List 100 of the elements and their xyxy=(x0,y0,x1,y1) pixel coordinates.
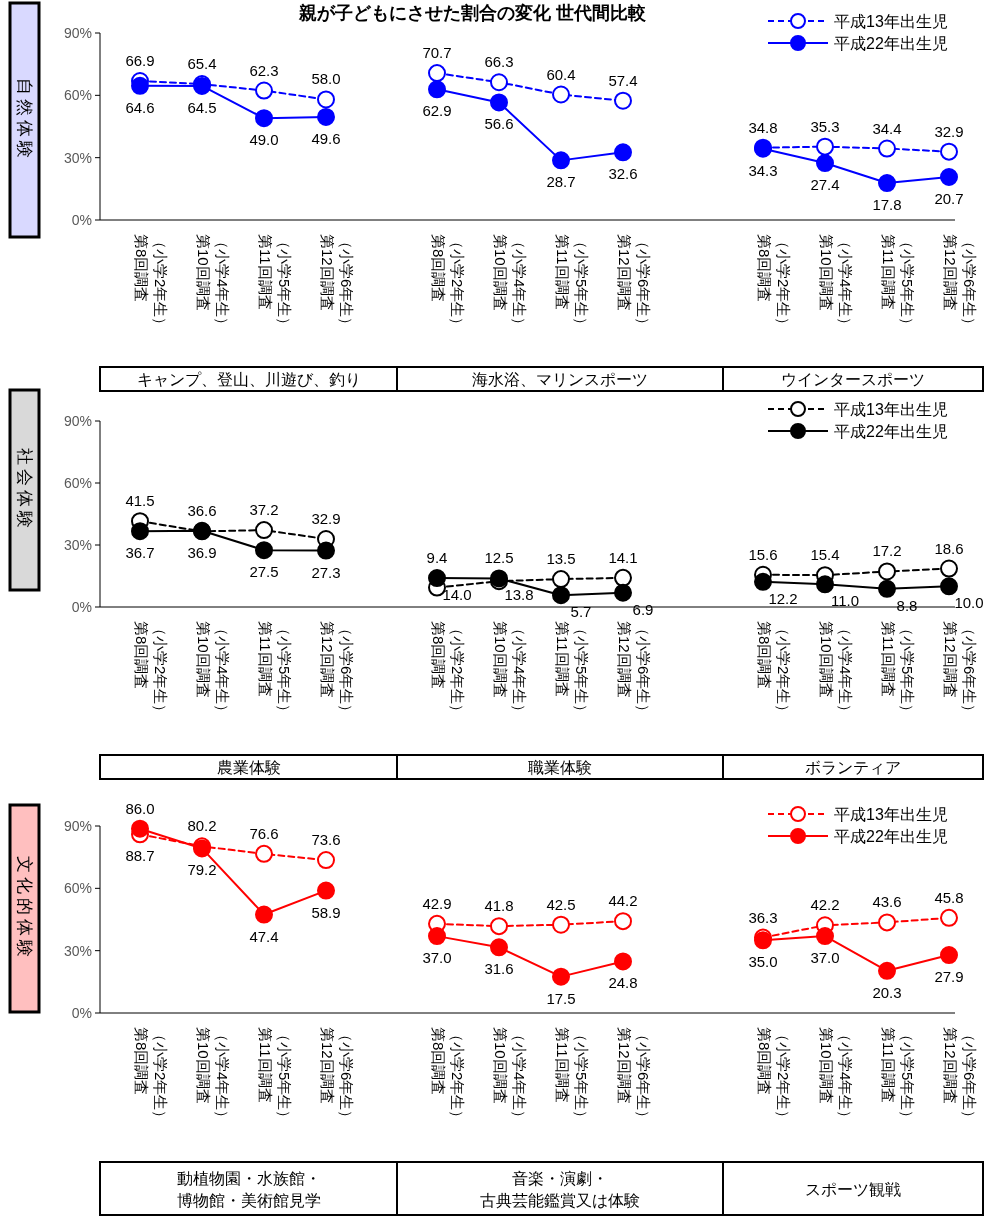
data-label: 44.2 xyxy=(608,892,638,910)
x-tick-label: 第12回調査（小学6年生） xyxy=(616,234,652,333)
data-label: 64.6 xyxy=(125,98,155,116)
text: 自然体験 xyxy=(15,78,34,162)
text: 社会体験 xyxy=(15,448,34,532)
data-label: 43.6 xyxy=(872,893,902,911)
x-axis-title: キャンプ、登山、川遊び、釣り xyxy=(136,371,361,388)
data-label: 41.5 xyxy=(125,492,155,510)
data-label: 66.3 xyxy=(484,53,514,71)
data-label: 60.4 xyxy=(546,65,576,83)
x-tick-label: 第12回調査（小学6年生） xyxy=(616,621,652,720)
data-label: 73.6 xyxy=(311,831,341,849)
x-tick-label: 第11回調査（小学5年生） xyxy=(554,621,590,720)
x-tick-label: 第8回調査（小学2年生） xyxy=(133,234,169,333)
data-label: 34.8 xyxy=(748,118,778,136)
text: 文化的体験 xyxy=(15,856,34,961)
data-label: 31.6 xyxy=(484,960,514,978)
data-label: 27.3 xyxy=(311,563,341,581)
data-label: 17.8 xyxy=(872,196,902,214)
x-axis-title: 職業体験 xyxy=(528,759,592,776)
data-label: 34.4 xyxy=(872,119,902,137)
y-tick-label: 60% xyxy=(63,475,92,491)
x-tick-label: 第11回調査（小学5年生） xyxy=(257,621,293,720)
data-label: 18.6 xyxy=(934,539,964,557)
legend-label: 平成13年出生児 xyxy=(834,13,948,30)
x-axis-title: スポーツ観戦 xyxy=(805,1180,901,1198)
y-tick-label: 0% xyxy=(71,1005,92,1021)
data-label: 20.3 xyxy=(872,983,902,1001)
data-label: 76.6 xyxy=(249,824,279,842)
x-axis-title: 音楽・演劇・古典芸能鑑賞又は体験 xyxy=(480,1169,640,1209)
data-label: 5.7 xyxy=(570,603,592,621)
data-label: 14.0 xyxy=(442,586,472,604)
x-tick-label: 第10回調査（小学4年生） xyxy=(195,621,231,720)
x-axis-title: 動植物園・水族館・博物館・美術館見学 xyxy=(176,1169,321,1209)
data-label: 42.2 xyxy=(810,896,840,914)
data-label: 37.0 xyxy=(810,949,840,967)
data-label: 13.5 xyxy=(546,550,576,568)
x-tick-label: 第12回調査（小学6年生） xyxy=(942,621,978,720)
data-label: 17.5 xyxy=(546,989,576,1007)
data-label: 11.0 xyxy=(830,592,860,610)
y-tick-label: 90% xyxy=(63,25,92,41)
data-label: 86.0 xyxy=(125,799,155,817)
x-axis-title: 海水浴、マリンスポーツ xyxy=(472,371,648,388)
data-label: 15.6 xyxy=(748,545,778,563)
data-label: 56.6 xyxy=(484,115,514,133)
x-tick-label: 第8回調査（小学2年生） xyxy=(430,1027,466,1126)
data-label: 35.0 xyxy=(748,953,778,971)
y-tick-label: 60% xyxy=(63,880,92,897)
data-label: 64.5 xyxy=(187,98,217,116)
data-label: 28.7 xyxy=(546,173,576,191)
data-label: 79.2 xyxy=(187,861,217,879)
x-tick-label: 第8回調査（小学2年生） xyxy=(133,1027,169,1126)
x-tick-label: 第11回調査（小学5年生） xyxy=(554,1027,590,1126)
data-label: 14.1 xyxy=(608,548,638,566)
data-label: 49.0 xyxy=(249,131,279,149)
x-tick-label: 第11回調査（小学5年生） xyxy=(880,234,916,333)
legend-label: 平成13年出生児 xyxy=(834,401,948,418)
data-label: 47.4 xyxy=(249,927,279,945)
data-label: 32.9 xyxy=(311,510,341,528)
legend-label: 平成13年出生児 xyxy=(834,806,948,823)
y-tick-label: 30% xyxy=(63,537,92,553)
data-label: 27.4 xyxy=(810,176,840,194)
data-label: 32.6 xyxy=(608,165,638,183)
x-tick-label: 第8回調査（小学2年生） xyxy=(430,621,466,720)
data-label: 32.9 xyxy=(934,122,964,140)
data-label: 12.5 xyxy=(484,549,514,567)
data-label: 37.2 xyxy=(249,501,279,519)
data-label: 80.2 xyxy=(187,817,217,835)
data-label: 17.2 xyxy=(872,542,902,560)
x-tick-label: 第11回調査（小学5年生） xyxy=(554,234,590,333)
x-tick-label: 第10回調査（小学4年生） xyxy=(195,234,231,333)
x-tick-label: 第12回調査（小学6年生） xyxy=(616,1027,652,1126)
y-tick-label: 30% xyxy=(63,942,92,959)
x-tick-label: 第8回調査（小学2年生） xyxy=(756,234,792,333)
data-label: 36.7 xyxy=(125,544,155,562)
x-tick-label: 第8回調査（小学2年生） xyxy=(756,621,792,720)
legend-label: 平成22年出生児 xyxy=(834,35,948,52)
data-label: 88.7 xyxy=(125,847,155,865)
data-label: 58.9 xyxy=(311,903,341,921)
x-tick-label: 第11回調査（小学5年生） xyxy=(880,621,916,720)
data-label: 49.6 xyxy=(311,129,341,147)
y-tick-label: 90% xyxy=(63,413,92,429)
x-tick-label: 第12回調査（小学6年生） xyxy=(319,621,355,720)
data-label: 15.4 xyxy=(810,546,840,564)
data-label: 70.7 xyxy=(422,44,452,62)
data-label: 65.4 xyxy=(187,55,217,73)
data-label: 8.8 xyxy=(896,596,918,614)
data-label: 66.9 xyxy=(125,52,155,69)
x-tick-label: 第10回調査（小学4年生） xyxy=(195,1027,231,1126)
data-label: 42.5 xyxy=(546,895,576,913)
data-label: 41.8 xyxy=(484,897,514,915)
x-tick-label: 第10回調査（小学4年生） xyxy=(818,234,854,333)
x-tick-label: 第8回調査（小学2年生） xyxy=(133,621,169,720)
data-label: 45.8 xyxy=(934,888,964,906)
x-tick-label: 第12回調査（小学6年生） xyxy=(319,1027,355,1126)
data-label: 42.9 xyxy=(422,894,452,912)
data-label: 36.6 xyxy=(187,501,217,519)
x-tick-label: 第11回調査（小学5年生） xyxy=(257,1027,293,1126)
x-tick-label: 第12回調査（小学6年生） xyxy=(942,234,978,333)
y-tick-label: 0% xyxy=(71,212,92,228)
